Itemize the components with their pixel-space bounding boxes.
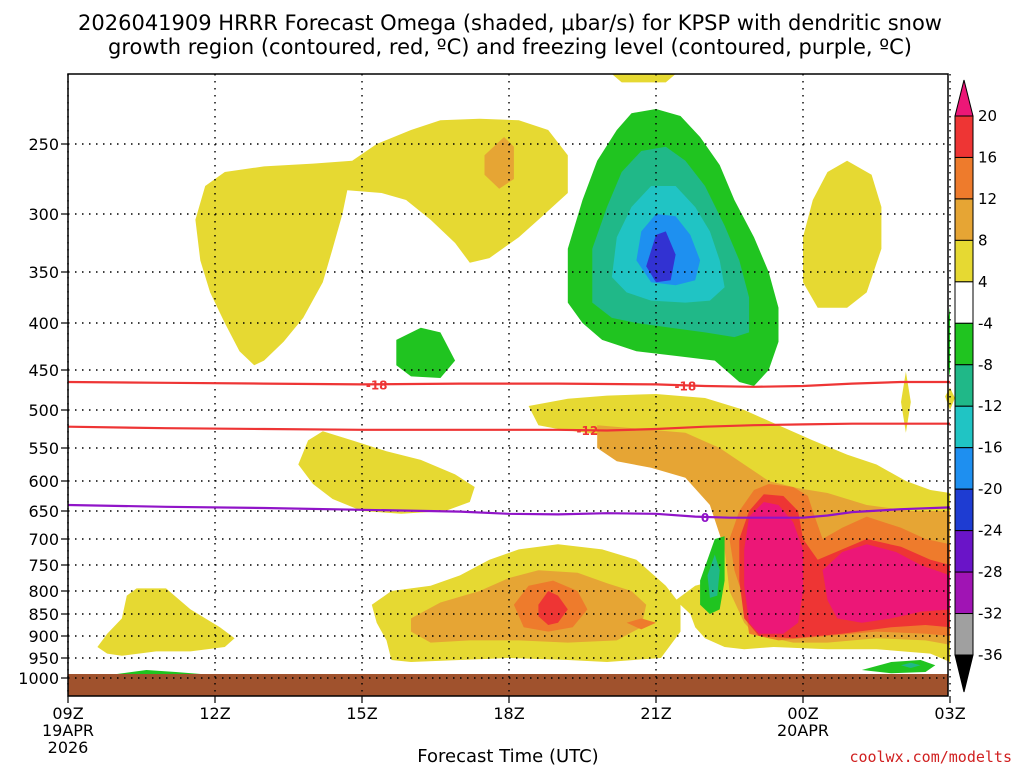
credit-text: coolwx.com/modelts [849,748,1012,766]
y-tick-label-450: 450 [28,361,59,380]
omega-bottom-right-teal [901,662,921,668]
y-tick-label-350: 350 [28,263,59,282]
colorbar-swatch-12 [954,571,974,615]
title-line-2: growth region (contoured, red, ºC) and f… [108,35,912,59]
y-tick-label-400: 400 [28,314,59,333]
x-tick-label-00Z: 00Z [787,704,818,723]
colorbar-swatch-9 [954,447,974,490]
colorbar-swatch-11 [954,530,974,573]
colorbar-label-11: -28 [978,563,1003,581]
y-tick-label-750: 750 [28,556,59,575]
colorbar-label-2: 12 [978,190,997,208]
omega-green-left-blob [396,327,456,378]
x-tick-date-00Z: 20APR [777,721,829,740]
x-tick-label-03Z: 03Z [934,704,965,723]
colorbar-top-arrow [954,79,974,117]
colorbar-swatch-13 [954,613,974,656]
x-tick-label-15Z: 15Z [346,704,377,723]
colorbar-label-8: -16 [978,439,1003,457]
colorbar-label-3: 8 [978,231,988,249]
x-tick-label-18Z: 18Z [493,704,524,723]
omega-left-yellow-lobe [97,588,235,656]
colorbar-swatch-1 [954,115,974,158]
title-line-1: 2026041909 HRRR Forecast Omega (shaded, … [78,11,942,35]
y-tick-label-900: 900 [28,627,59,646]
colorbar-swatch-10 [954,488,974,532]
x-tick-label-12Z: 12Z [199,704,230,723]
freezing-level-line [67,503,951,519]
freezing-level-label-0: 0 [701,511,709,525]
omega-midlevel-yellow-tongue [298,431,475,514]
x-axis-label: Forecast Time (UTC) [417,746,598,767]
colorbar-label-1: 16 [978,148,997,166]
omega-small-orange-dot [626,618,656,630]
dgz-minus18-label-1: -18 [675,379,697,393]
dgz-minus12-label-0: -12 [577,424,599,438]
colorbar-label-7: -12 [978,397,1003,415]
colorbar-label-0: 20 [978,107,997,125]
y-tick-label-950: 950 [28,649,59,668]
colorbar-swatch-7 [954,364,974,407]
colorbar-swatch-5 [954,281,974,324]
plot-frame [67,73,949,697]
omega-upper-orange-spot [484,137,514,189]
omega-lower-pink-right [822,544,950,623]
colorbar-label-9: -20 [978,480,1003,498]
omega-lower-pink-core [744,502,803,634]
y-tick-label-500: 500 [28,401,59,420]
y-tick-label-1000: 1000 [18,669,59,688]
y-tick-label-800: 800 [28,582,59,601]
omega-bottom-right-green [861,660,936,674]
y-tick-label-250: 250 [28,135,59,154]
colorbar-label-4: 4 [978,273,988,291]
omega-lower-left-red-core [538,591,568,625]
colorbar-label-6: -8 [978,356,993,374]
colorbar-label-10: -24 [978,522,1003,540]
omega-upper-yellow-plume [195,118,568,366]
dgz-minus18-label-0: -18 [366,378,388,392]
omega-right-yellow-upper [803,160,882,308]
contour-lines: -18 -18 -12 0 [67,378,951,525]
x-tick-label-21Z: 21Z [640,704,671,723]
omega-shading [97,74,955,678]
y-tick-label-600: 600 [28,472,59,491]
ground-below-surface [68,674,948,696]
omega-right-yellow-thin [945,387,955,410]
x-tick-date-09Z: 19APR [42,721,94,740]
colorbar-label-13: -36 [978,646,1003,664]
colorbar-bottom-arrow [954,654,974,693]
y-tick-label-300: 300 [28,205,59,224]
omega-teal-sliver [707,554,720,598]
y-axis-ticks: 250 300 350 400 450 500 550 600 650 700 750 800 850 9… [18,135,68,688]
colorbar-swatch-6 [954,322,974,366]
omega-thin-yellow-pin [901,371,911,433]
dgz-minus18-line [67,380,950,388]
colorbar-swatch-2 [954,156,974,200]
omega-top-yellow-strip [611,74,676,83]
omega-blue-center [646,231,676,283]
colorbar-label-5: -4 [978,314,993,332]
colorbar-label-12: -32 [978,605,1003,623]
y-tick-label-650: 650 [28,502,59,521]
y-tick-label-850: 850 [28,605,59,624]
colorbar-swatch-3 [954,198,974,241]
surface-ground-bar [68,674,948,696]
colorbar: 20 16 12 8 4 -4 -8 -12 -16 -20 -24 -28 -32 -36 [954,79,1003,693]
dgz-minus12-line [67,422,950,432]
y-tick-label-700: 700 [28,530,59,549]
x-tick-year-09Z: 2026 [48,738,89,757]
x-tick-label-09Z: 09Z [52,704,83,723]
colorbar-swatch-4 [954,239,974,283]
y-tick-label-550: 550 [28,439,59,458]
colorbar-swatch-8 [954,405,974,449]
